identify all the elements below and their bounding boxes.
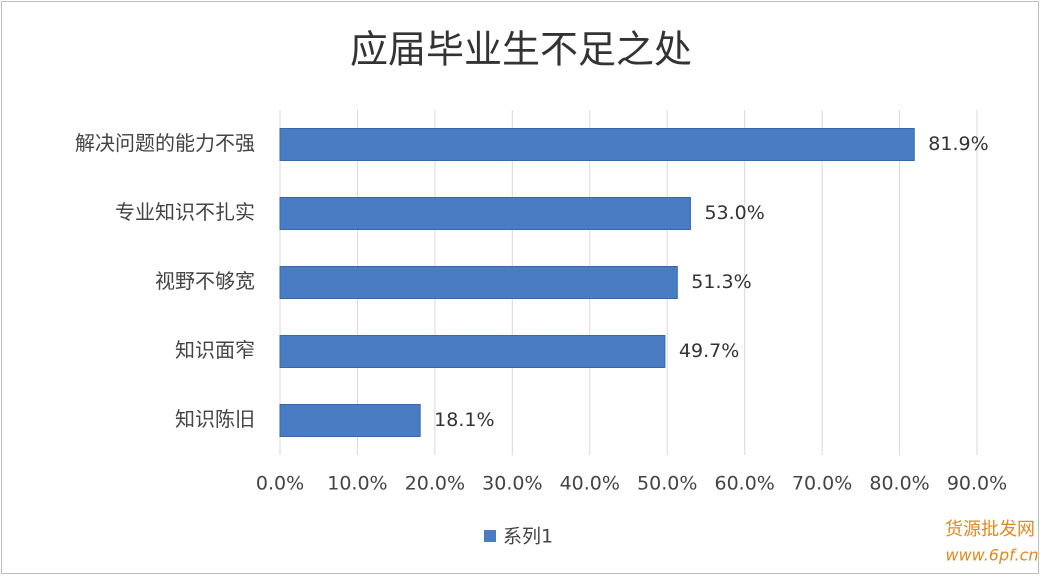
y-tick-label: 知识面窄: [175, 338, 255, 362]
x-tick-label: 0.0%: [256, 473, 304, 495]
chart-title: 应届毕业生不足之处: [350, 28, 692, 72]
watermark-url: www.6pf.cn: [945, 546, 1038, 565]
y-tick-label: 知识陈旧: [175, 407, 255, 431]
y-tick-label: 解决问题的能力不强: [75, 131, 255, 155]
value-label: 18.1%: [434, 409, 494, 431]
x-tick-label: 30.0%: [482, 473, 542, 495]
x-tick-label: 10.0%: [327, 473, 387, 495]
legend-swatch: [484, 530, 496, 542]
x-tick-label: 40.0%: [560, 473, 620, 495]
bar: [279, 335, 666, 368]
value-label: 53.0%: [704, 202, 764, 224]
watermark-name: 货源批发网: [945, 519, 1035, 540]
x-tick-label: 60.0%: [714, 473, 774, 495]
bar: [279, 128, 915, 161]
y-tick-label: 专业知识不扎实: [115, 200, 255, 224]
value-label: 81.9%: [928, 133, 988, 155]
x-tick-label: 20.0%: [405, 473, 465, 495]
x-tick-label: 70.0%: [792, 473, 852, 495]
legend-label: 系列1: [503, 526, 553, 548]
bar: [279, 197, 691, 230]
value-label: 49.7%: [679, 340, 739, 362]
x-tick-label: 90.0%: [947, 473, 1007, 495]
x-tick-label: 80.0%: [869, 473, 929, 495]
x-tick-label: 50.0%: [637, 473, 697, 495]
bar: [279, 266, 678, 299]
bar: [279, 404, 421, 437]
value-label: 51.3%: [691, 271, 751, 293]
y-tick-label: 视野不够宽: [155, 269, 255, 293]
